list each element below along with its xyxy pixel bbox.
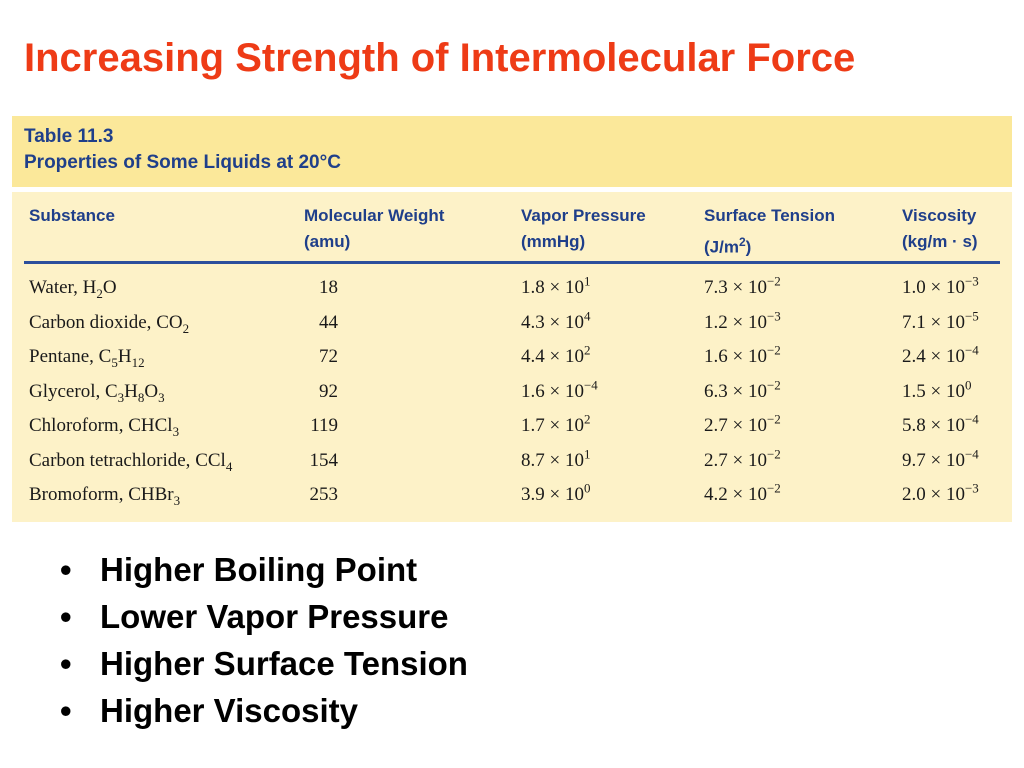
vapor-pressure-cell: 3.9 × 100 xyxy=(521,480,591,505)
bullet-item: • Higher Surface Tension xyxy=(60,640,468,687)
header-viscosity: Viscosity (kg/m · s) xyxy=(902,203,978,255)
molecular-weight-cell: 44 xyxy=(319,312,338,333)
bullet-text: Higher Viscosity xyxy=(100,692,358,729)
table-number: Table 11.3 xyxy=(24,126,114,147)
bullet-text: Lower Vapor Pressure xyxy=(100,598,449,635)
substance-cell: Chloroform, CHCl3 xyxy=(29,415,180,439)
header-vp-line1: Vapor Pressure xyxy=(521,206,646,225)
bullet-dot-icon: • xyxy=(60,692,72,729)
vapor-pressure-cell: 4.3 × 104 xyxy=(521,308,591,333)
viscosity-cell: 9.7 × 10−4 xyxy=(902,446,979,471)
table-caption-band: Table 11.3 Properties of Some Liquids at… xyxy=(12,116,1012,187)
properties-table: Substance Molecular Weight (amu) Vapor P… xyxy=(12,192,1012,522)
header-mw-line2: (amu) xyxy=(304,232,351,251)
bullet-list: • Higher Boiling Point • Lower Vapor Pressu… xyxy=(60,546,468,734)
substance-cell: Pentane, C5H12 xyxy=(29,346,145,370)
surface-tension-cell: 2.7 × 10−2 xyxy=(704,411,781,436)
molecular-weight-cell: 154 xyxy=(309,450,339,471)
table-caption: Properties of Some Liquids at 20°C xyxy=(24,152,341,173)
molecular-weight-cell: 72 xyxy=(319,346,338,367)
header-molecular-weight: Molecular Weight (amu) xyxy=(304,203,444,255)
bullet-dot-icon: • xyxy=(60,551,72,588)
viscosity-cell: 2.4 × 10−4 xyxy=(902,342,979,367)
substance-cell: Carbon tetrachloride, CCl4 xyxy=(29,450,233,474)
header-vapor-pressure: Vapor Pressure (mmHg) xyxy=(521,203,646,255)
header-vp-line2: (mmHg) xyxy=(521,232,586,251)
viscosity-cell: 2.0 × 10−3 xyxy=(902,480,979,505)
header-divider xyxy=(24,261,1000,264)
viscosity-cell: 1.5 × 100 xyxy=(902,377,972,402)
bullet-item: • Higher Viscosity xyxy=(60,687,468,734)
surface-tension-cell: 6.3 × 10−2 xyxy=(704,377,781,402)
header-substance: Substance xyxy=(29,203,115,229)
surface-tension-cell: 1.6 × 10−2 xyxy=(704,342,781,367)
viscosity-cell: 1.0 × 10−3 xyxy=(902,273,979,298)
vapor-pressure-cell: 1.7 × 102 xyxy=(521,411,591,436)
molecular-weight-cell: 18 xyxy=(319,277,338,298)
bullet-dot-icon: • xyxy=(60,645,72,682)
header-surface-tension: Surface Tension (J/m2) xyxy=(704,203,835,261)
substance-cell: Carbon dioxide, CO2 xyxy=(29,312,190,336)
header-substance-label: Substance xyxy=(29,206,115,225)
viscosity-cell: 7.1 × 10−5 xyxy=(902,308,979,333)
molecular-weight-cell: 253 xyxy=(309,484,339,505)
bullet-dot-icon: • xyxy=(60,598,72,635)
slide-title: Increasing Strength of Intermolecular Fo… xyxy=(24,36,856,80)
surface-tension-cell: 2.7 × 10−2 xyxy=(704,446,781,471)
molecular-weight-cell: 92 xyxy=(319,381,338,402)
bullet-text: Higher Boiling Point xyxy=(100,551,418,588)
substance-cell: Bromoform, CHBr3 xyxy=(29,484,181,508)
header-st-line1: Surface Tension xyxy=(704,206,835,225)
bullet-item: • Higher Boiling Point xyxy=(60,546,468,593)
header-visc-line1: Viscosity xyxy=(902,206,977,225)
header-mw-line1: Molecular Weight xyxy=(304,206,445,225)
header-st-line2: (J/m2) xyxy=(704,235,752,257)
substance-cell: Glycerol, C3H8O3 xyxy=(29,381,165,405)
header-visc-line2: (kg/m · s) xyxy=(902,232,978,251)
bullet-text: Higher Surface Tension xyxy=(100,645,468,682)
substance-cell: Water, H2O xyxy=(29,277,117,301)
vapor-pressure-cell: 1.8 × 101 xyxy=(521,273,591,298)
viscosity-cell: 5.8 × 10−4 xyxy=(902,411,979,436)
bullet-item: • Lower Vapor Pressure xyxy=(60,593,468,640)
vapor-pressure-cell: 8.7 × 101 xyxy=(521,446,591,471)
surface-tension-cell: 1.2 × 10−3 xyxy=(704,308,781,333)
vapor-pressure-cell: 1.6 × 10−4 xyxy=(521,377,598,402)
molecular-weight-cell: 119 xyxy=(310,415,338,436)
surface-tension-cell: 7.3 × 10−2 xyxy=(704,273,781,298)
surface-tension-cell: 4.2 × 10−2 xyxy=(704,480,781,505)
vapor-pressure-cell: 4.4 × 102 xyxy=(521,342,591,367)
